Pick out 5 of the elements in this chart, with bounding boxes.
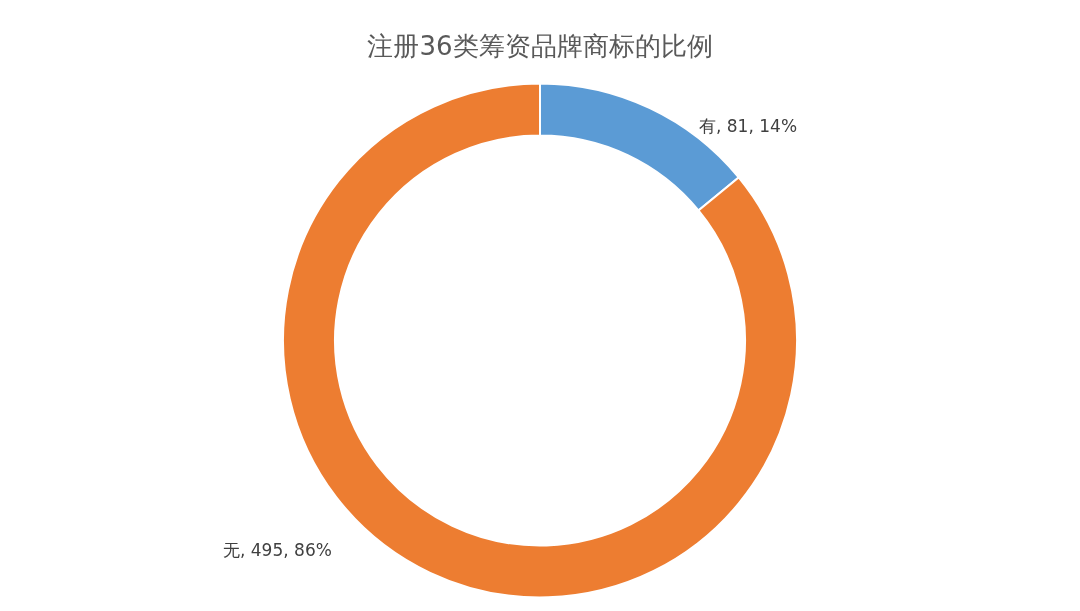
data-label: , 81, 14%	[716, 116, 798, 136]
chart-title: 注册36类筹资品牌商标的比例	[367, 31, 713, 61]
slice-label: 有	[699, 116, 716, 136]
slice-label: 无	[223, 540, 240, 560]
data-label: , 495, 86%	[240, 540, 332, 560]
